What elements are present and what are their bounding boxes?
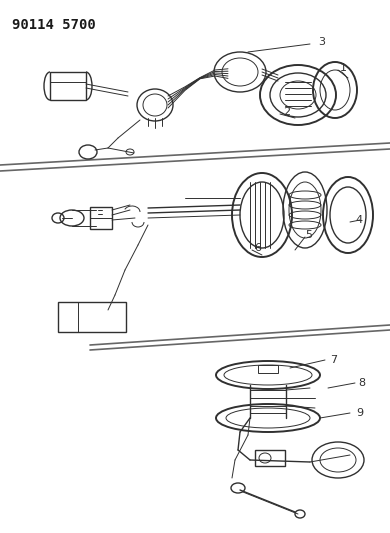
- Text: 7: 7: [330, 355, 337, 365]
- Bar: [50, 72, 86, 100]
- Bar: [255, 450, 285, 466]
- Text: 6: 6: [254, 243, 261, 253]
- Bar: [58, 302, 126, 332]
- Text: 9: 9: [356, 408, 363, 418]
- Text: 4: 4: [355, 215, 362, 225]
- Text: 3: 3: [318, 37, 325, 47]
- Bar: [90, 207, 112, 229]
- Text: 5: 5: [305, 230, 312, 240]
- Text: 2: 2: [283, 107, 290, 117]
- Text: 1: 1: [340, 63, 347, 73]
- Text: 90114 5700: 90114 5700: [12, 18, 96, 32]
- Text: 8: 8: [358, 378, 365, 388]
- Bar: [258, 365, 278, 373]
